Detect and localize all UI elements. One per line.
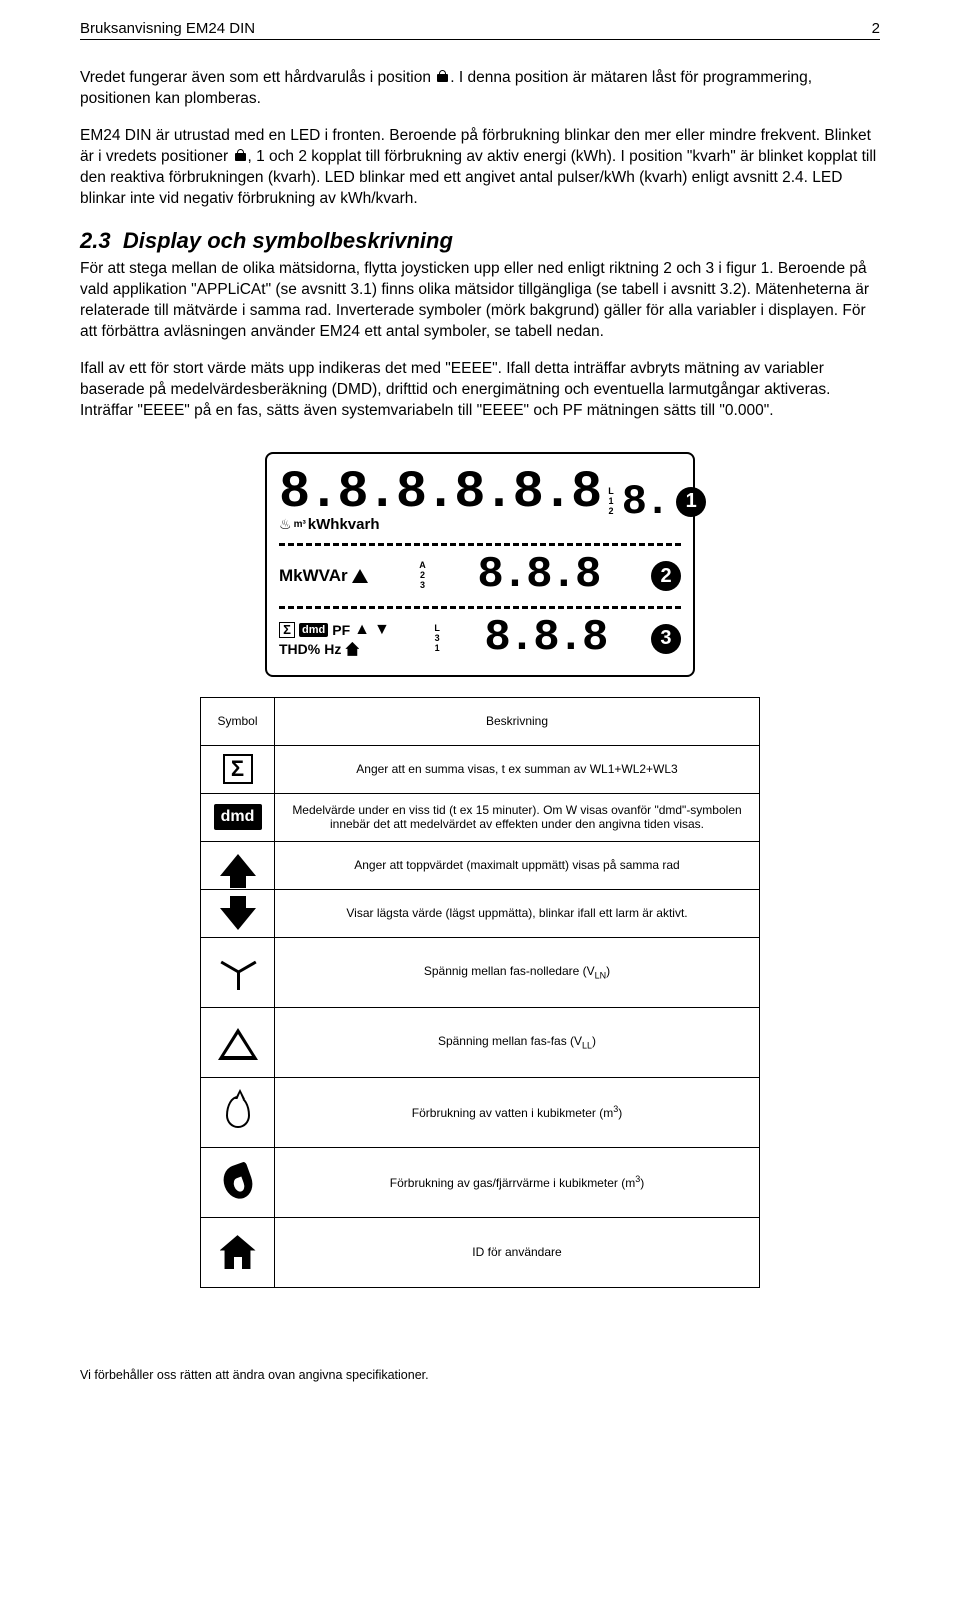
- lcd-units-kwhkvarh: kWhkvarh: [308, 516, 380, 533]
- hz-label: Hz: [324, 641, 341, 657]
- table-desc: Anger att en summa visas, t ex summan av…: [275, 745, 760, 793]
- arrow-up-icon: [220, 854, 256, 876]
- doc-title: Bruksanvisning EM24 DIN: [80, 20, 255, 37]
- lcd-row3-phase-labels: L 3 1: [434, 624, 440, 654]
- flame-icon: ♨: [279, 516, 292, 533]
- table-desc: Visar lägsta värde (lägst uppmätta), bli…: [275, 889, 760, 937]
- arrow-up-icon: ▲: [354, 621, 370, 639]
- paragraph-2: EM24 DIN är utrustad med en LED i fronte…: [80, 126, 880, 210]
- symbol-table: Symbol Beskrivning Σ Anger att en summa …: [200, 697, 760, 1288]
- lcd-row1-phase-labels: L 1 2: [608, 487, 614, 517]
- paragraph-3: För att stega mellan de olika mätsidorna…: [80, 259, 880, 343]
- thd-label: THD%: [279, 641, 320, 657]
- circle-3-icon: 3: [651, 624, 681, 654]
- table-row: Förbrukning av gas/fjärrvärme i kubikmet…: [201, 1147, 760, 1217]
- table-row: dmd Medelvärde under en viss tid (t ex 1…: [201, 793, 760, 841]
- table-desc: Förbrukning av vatten i kubikmeter (m3): [275, 1077, 760, 1147]
- house-icon: [220, 1235, 256, 1269]
- delta-icon: [218, 1028, 258, 1060]
- lock-icon: [437, 70, 448, 82]
- table-row: ID för användare: [201, 1217, 760, 1287]
- arrow-down-icon: ▼: [374, 621, 390, 639]
- table-row: Σ Anger att en summa visas, t ex summan …: [201, 745, 760, 793]
- table-desc: Spännig mellan fas-nolledare (VLN): [275, 937, 760, 1007]
- table-row: Anger att toppvärdet (maximalt uppmätt) …: [201, 841, 760, 889]
- paragraph-1: Vredet fungerar även som ett hårdvarulås…: [80, 68, 880, 110]
- sigma-icon: Σ: [223, 754, 253, 784]
- dmd-icon: dmd: [299, 623, 328, 637]
- table-head-symbol: Symbol: [201, 697, 275, 745]
- circle-1-icon: 1: [676, 487, 706, 517]
- table-row: Förbrukning av vatten i kubikmeter (m3): [201, 1077, 760, 1147]
- table-desc: Förbrukning av gas/fjärrvärme i kubikmet…: [275, 1147, 760, 1217]
- pf-label: PF: [332, 622, 350, 638]
- lcd-display-figure: 8.8.8.8.8.8 ♨ m³ kWhkvarh L 1 2 8. 1 MkW…: [265, 452, 695, 677]
- table-row: Spänning mellan fas-fas (VLL): [201, 1007, 760, 1077]
- house-icon: [345, 642, 359, 656]
- table-desc: Medelvärde under en viss tid (t ex 15 mi…: [275, 793, 760, 841]
- lcd-row2-phase-labels: A 2 3: [419, 561, 426, 591]
- dmd-icon: dmd: [214, 804, 262, 830]
- flame-icon: [219, 1161, 257, 1203]
- sigma-icon: Σ: [279, 622, 295, 638]
- footer-text: Vi förbehåller oss rätten att ändra ovan…: [80, 1368, 880, 1382]
- page-number: 2: [872, 20, 880, 37]
- lock-icon: [235, 149, 246, 161]
- water-drop-icon: [226, 1096, 250, 1128]
- lcd-row1-digits: 8.8.8.8.8.8: [279, 470, 600, 517]
- arrow-down-icon: [220, 908, 256, 930]
- table-desc: Anger att toppvärdet (maximalt uppmätt) …: [275, 841, 760, 889]
- lcd-row2-units: MkWVAr: [279, 566, 348, 586]
- table-desc: Spänning mellan fas-fas (VLL): [275, 1007, 760, 1077]
- wye-icon: [220, 954, 256, 990]
- table-head-desc: Beskrivning: [275, 697, 760, 745]
- table-row: Spännig mellan fas-nolledare (VLN): [201, 937, 760, 1007]
- circle-2-icon: 2: [651, 561, 681, 591]
- paragraph-4: Ifall av ett för stort värde mäts upp in…: [80, 359, 880, 422]
- section-heading: 2.3 Display och symbolbeskrivning: [80, 226, 880, 256]
- lcd-row1-digit-right: 8.: [622, 478, 668, 526]
- table-desc: ID för användare: [275, 1217, 760, 1287]
- table-row: Visar lägsta värde (lägst uppmätta), bli…: [201, 889, 760, 937]
- lcd-row3-digits: 8.8.8: [484, 619, 606, 659]
- warning-icon: [352, 569, 368, 583]
- lcd-row2-digits: 8.8.8: [477, 556, 599, 596]
